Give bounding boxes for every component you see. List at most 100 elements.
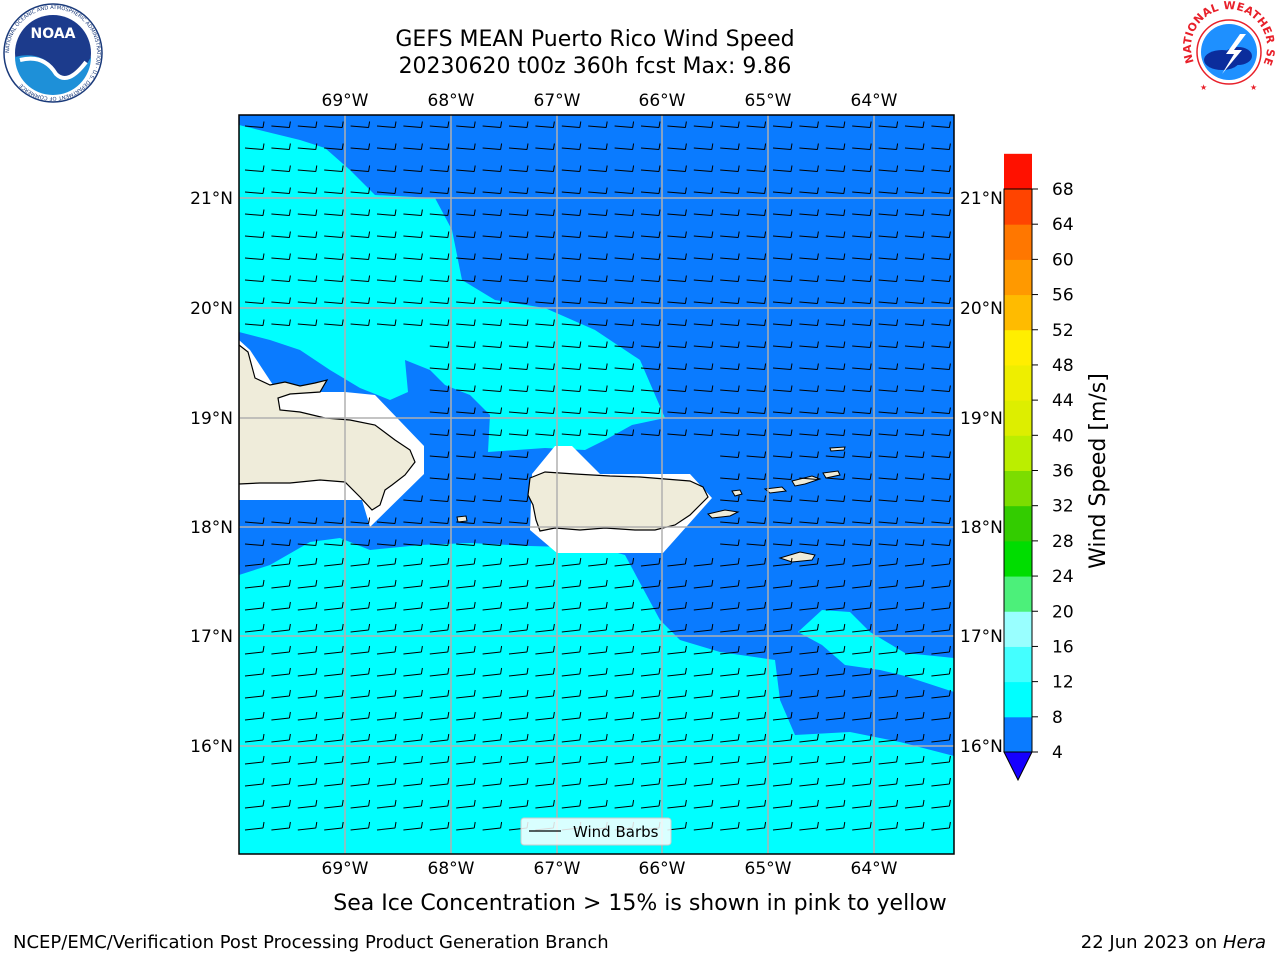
wind-barb (456, 623, 476, 633)
wind-barb (693, 363, 714, 370)
wind-barb (403, 319, 423, 326)
wind-barb (667, 231, 687, 238)
wind-barb (904, 231, 925, 238)
wind-barb (746, 579, 767, 589)
colorbar-segment (1004, 294, 1032, 331)
wind-barb (244, 557, 265, 567)
wind-barb (244, 143, 265, 150)
wind-barb (904, 777, 925, 787)
wind-barb (931, 711, 951, 721)
wind-barb (429, 385, 450, 392)
wind-contour-8-12-south (239, 538, 954, 854)
wind-barb (720, 297, 740, 304)
wind-barb (271, 319, 291, 326)
wind-barb (852, 645, 872, 655)
wind-barb (746, 777, 767, 787)
wind-barb (799, 473, 819, 480)
wind-barb (376, 579, 397, 589)
wind-barb (403, 579, 423, 589)
wind-barb (693, 165, 714, 172)
wind-barb (931, 297, 951, 304)
wind-barb (693, 209, 714, 216)
wind-barb (271, 711, 291, 721)
wind-barb (904, 711, 925, 721)
wind-barb (244, 579, 265, 589)
wind-barb (772, 209, 793, 216)
graticule (239, 115, 954, 854)
wind-barb (588, 667, 608, 677)
wind-barb (799, 121, 819, 128)
wind-barb (720, 711, 740, 721)
wind-barb (772, 275, 793, 282)
colorbar-tick-label: 40 (1052, 426, 1074, 446)
wind-barb (614, 689, 635, 699)
wind-barb (772, 601, 793, 611)
wind-barb (376, 755, 397, 765)
wind-barb (508, 799, 529, 809)
wind-barb (931, 623, 951, 633)
wind-barb (772, 407, 793, 414)
wind-barb (772, 557, 793, 567)
wind-barb (799, 689, 819, 699)
wind-barb (324, 231, 344, 238)
wind-barb (799, 385, 819, 392)
wind-barb (772, 143, 793, 150)
wind-barb (350, 733, 371, 743)
wind-barb (852, 799, 872, 809)
wind-barb (904, 755, 925, 765)
island-st-croix (778, 551, 816, 563)
wind-barb (799, 579, 819, 589)
wind-barb (667, 253, 687, 260)
wind-barb (350, 121, 371, 128)
wind-barb (693, 407, 714, 414)
wind-barb (693, 319, 714, 326)
wind-barb (588, 165, 608, 172)
wind-barb (614, 645, 635, 655)
wind-barb (904, 253, 925, 260)
wind-barb (614, 667, 635, 677)
noaa-text: NOAA (31, 26, 76, 42)
wind-barb (324, 623, 344, 633)
wind-barb (693, 429, 714, 436)
island-mona (456, 515, 468, 523)
wind-barb (508, 319, 529, 326)
wind-barb (904, 495, 925, 502)
wind-barb (640, 253, 661, 260)
wind-barb (271, 539, 291, 546)
wind-barb (614, 711, 635, 721)
wind-barb (376, 165, 397, 172)
wind-barb (429, 557, 450, 567)
wind-barb (535, 799, 555, 809)
wind-barb (324, 275, 344, 282)
wind-barb (667, 275, 687, 282)
wind-barb (931, 121, 951, 128)
wind-barb (271, 253, 291, 260)
wind-barb (456, 579, 476, 589)
wind-barb (429, 341, 450, 348)
wind-barb (825, 623, 846, 633)
wind-barb (667, 429, 687, 436)
wind-barb (350, 799, 371, 809)
wind-barb (693, 297, 714, 304)
lon-label-bottom: 66°W (639, 859, 686, 879)
wind-barb (244, 601, 265, 611)
wind-barb (852, 231, 872, 238)
wind-barb (772, 579, 793, 589)
wind-barb (772, 755, 793, 765)
wind-barb (852, 165, 872, 172)
wind-barb (482, 473, 503, 480)
wind-barb (799, 231, 819, 238)
wind-barb (825, 385, 846, 392)
wind-barb (904, 187, 925, 194)
wind-barb (746, 799, 767, 809)
wind-barb (482, 711, 503, 721)
wind-barb (720, 623, 740, 633)
wind-barb (508, 363, 529, 370)
wind-barb (720, 645, 740, 655)
wind-barb (825, 667, 846, 677)
wind-barb (904, 539, 925, 546)
wind-barb (588, 319, 608, 326)
wind-barb (508, 645, 529, 655)
wind-barb (588, 297, 608, 304)
wind-barb (456, 231, 476, 238)
